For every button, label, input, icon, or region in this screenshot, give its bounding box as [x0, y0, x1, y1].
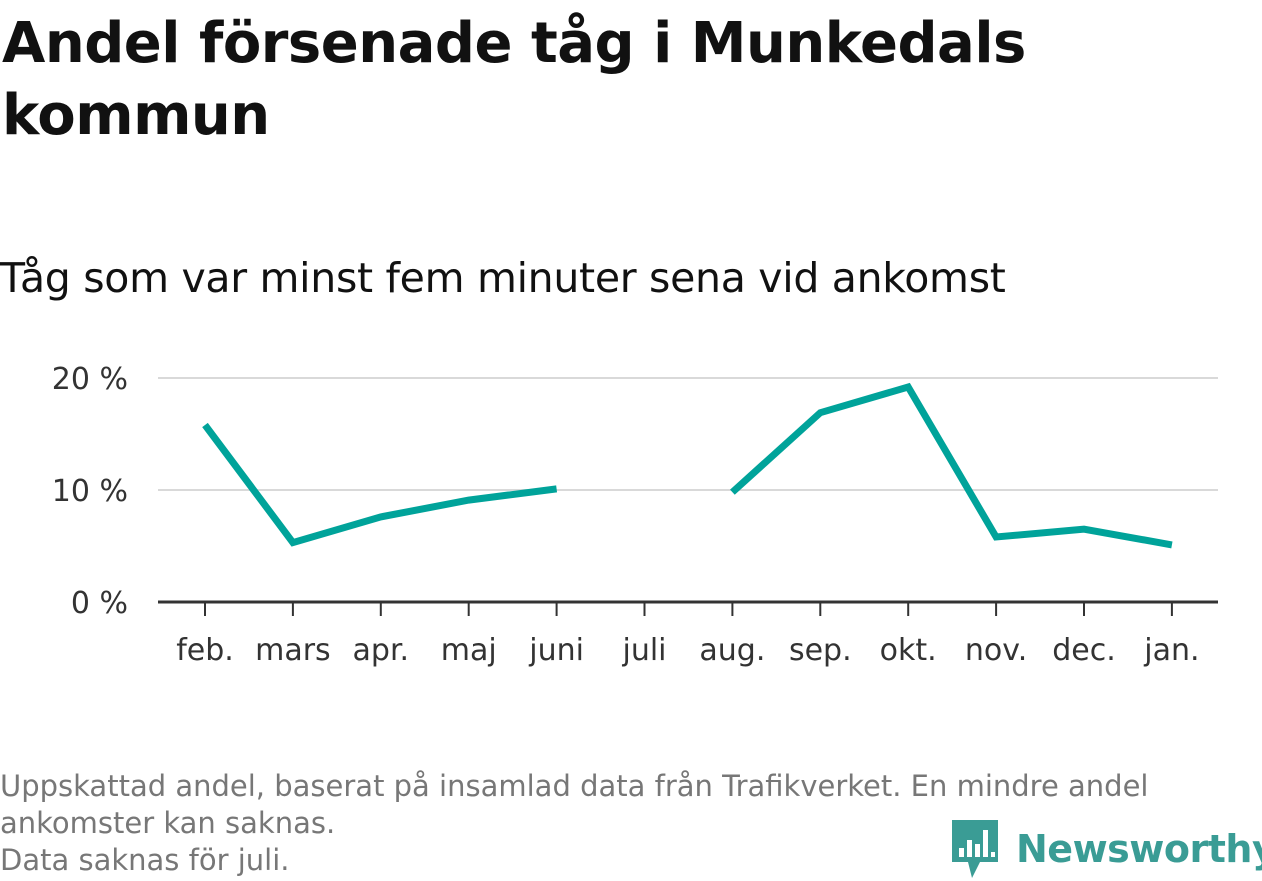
footnote-line-1: Uppskattad andel, baserat på insamlad da… — [0, 769, 1149, 803]
x-axis-tick-labels: feb. mars apr. maj juni juli aug. sep. okt. nov. d… — [176, 633, 1199, 668]
y-tick-label: 20 % — [52, 362, 128, 397]
footnote-line-3: Data saknas för juli. — [0, 843, 290, 877]
y-tick-label: 0 % — [71, 586, 128, 621]
x-tick-label: sep. — [789, 633, 852, 668]
y-tick-label: 10 % — [52, 474, 128, 509]
y-axis-tick-labels: 0 % 10 % 20 % — [52, 362, 128, 621]
chart-subtitle: Tåg som var minst fem minuter sena vid a… — [0, 254, 1006, 302]
x-tick-label: feb. — [176, 633, 234, 668]
x-tick-label: juni — [528, 633, 584, 668]
brand-logo: Newsworthy — [950, 817, 1262, 881]
x-tick-label: jan. — [1143, 633, 1199, 668]
footnote-line-2: ankomster kan saknas. — [0, 806, 336, 840]
x-tick-label: mars — [255, 633, 331, 668]
x-tick-label: dec. — [1052, 633, 1116, 668]
page-title: Andel försenade tåg i Munkedals kommun — [2, 11, 1026, 148]
x-tick-label: apr. — [353, 633, 410, 668]
x-tick-label: nov. — [965, 633, 1027, 668]
line-chart: 0 % 10 % 20 % feb. mars apr. maj juni juli aug. s… — [52, 362, 1218, 668]
newsworthy-logo-icon — [952, 820, 998, 878]
x-axis — [158, 600, 1218, 616]
x-tick-label: aug. — [699, 633, 765, 668]
series-lines — [202, 382, 1173, 549]
grid-lines — [158, 377, 1218, 491]
x-tick-label: juli — [621, 633, 666, 668]
brand-name: Newsworthy — [1016, 827, 1262, 871]
x-tick-label: okt. — [880, 633, 937, 668]
series-line — [730, 382, 1173, 549]
chart-footnote: Uppskattad andel, baserat på insamlad da… — [0, 768, 1250, 879]
series-line — [202, 422, 558, 547]
x-tick-label: maj — [441, 633, 497, 668]
